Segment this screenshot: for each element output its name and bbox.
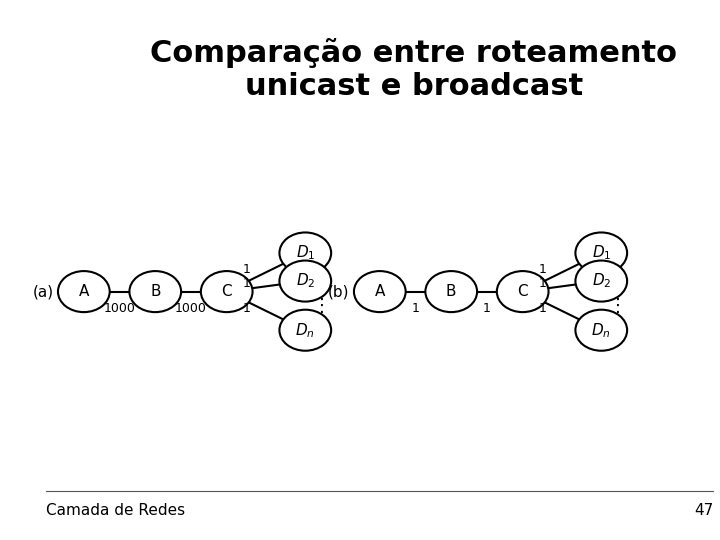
Text: 1: 1 <box>412 302 420 315</box>
Text: (a): (a) <box>32 284 53 299</box>
Text: 1: 1 <box>483 302 491 315</box>
Text: ⋮: ⋮ <box>609 296 627 315</box>
Text: 1000: 1000 <box>104 302 135 315</box>
Text: $D_{2}$: $D_{2}$ <box>592 272 611 291</box>
Text: 1: 1 <box>243 302 251 315</box>
Circle shape <box>201 271 253 312</box>
Text: Comparação entre roteamento
unicast e broadcast: Comparação entre roteamento unicast e br… <box>150 38 678 102</box>
Text: A: A <box>78 284 89 299</box>
Text: $D_{1}$: $D_{1}$ <box>296 244 315 262</box>
Text: 1: 1 <box>539 302 547 315</box>
Text: $D_{n}$: $D_{n}$ <box>591 321 611 340</box>
Text: B: B <box>446 284 456 299</box>
Text: $D_{1}$: $D_{1}$ <box>592 244 611 262</box>
Text: B: B <box>150 284 161 299</box>
Circle shape <box>130 271 181 312</box>
Text: $D_{2}$: $D_{2}$ <box>296 272 315 291</box>
Text: 1: 1 <box>243 277 251 290</box>
Text: ⋮: ⋮ <box>313 296 331 315</box>
Circle shape <box>575 260 627 301</box>
Circle shape <box>354 271 405 312</box>
Text: Camada de Redes: Camada de Redes <box>46 503 186 518</box>
Circle shape <box>279 260 331 301</box>
Text: 47: 47 <box>694 503 714 518</box>
Text: A: A <box>374 284 385 299</box>
Circle shape <box>575 232 627 273</box>
Circle shape <box>279 232 331 273</box>
Text: $D_{n}$: $D_{n}$ <box>295 321 315 340</box>
Text: C: C <box>221 284 232 299</box>
Text: C: C <box>518 284 528 299</box>
Text: 1: 1 <box>243 263 251 276</box>
Circle shape <box>575 309 627 351</box>
Circle shape <box>279 309 331 351</box>
Circle shape <box>497 271 549 312</box>
Circle shape <box>426 271 477 312</box>
Text: Arquitetura de Redes de Computadores – Luiz Paulo Maia: Arquitetura de Redes de Computadores – L… <box>15 130 24 410</box>
Text: 1: 1 <box>539 263 547 276</box>
Text: 1: 1 <box>539 277 547 290</box>
Circle shape <box>58 271 109 312</box>
Text: (b): (b) <box>328 284 350 299</box>
Text: 1000: 1000 <box>175 302 207 315</box>
